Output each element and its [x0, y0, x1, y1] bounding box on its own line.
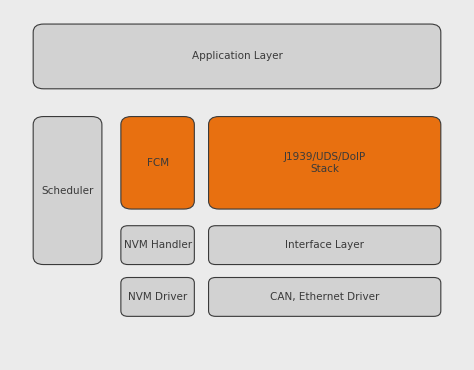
- Text: NVM Handler: NVM Handler: [124, 240, 191, 250]
- FancyBboxPatch shape: [33, 24, 441, 89]
- Text: NVM Driver: NVM Driver: [128, 292, 187, 302]
- Text: J1939/UDS/DoIP
Stack: J1939/UDS/DoIP Stack: [283, 152, 366, 174]
- FancyBboxPatch shape: [33, 117, 102, 265]
- FancyBboxPatch shape: [209, 278, 441, 316]
- Text: CAN, Ethernet Driver: CAN, Ethernet Driver: [270, 292, 379, 302]
- Text: FCM: FCM: [146, 158, 169, 168]
- FancyBboxPatch shape: [209, 226, 441, 265]
- Text: Interface Layer: Interface Layer: [285, 240, 364, 250]
- FancyBboxPatch shape: [121, 278, 194, 316]
- Text: Application Layer: Application Layer: [191, 51, 283, 61]
- FancyBboxPatch shape: [121, 117, 194, 209]
- FancyBboxPatch shape: [209, 117, 441, 209]
- Text: Scheduler: Scheduler: [41, 185, 94, 196]
- FancyBboxPatch shape: [121, 226, 194, 265]
